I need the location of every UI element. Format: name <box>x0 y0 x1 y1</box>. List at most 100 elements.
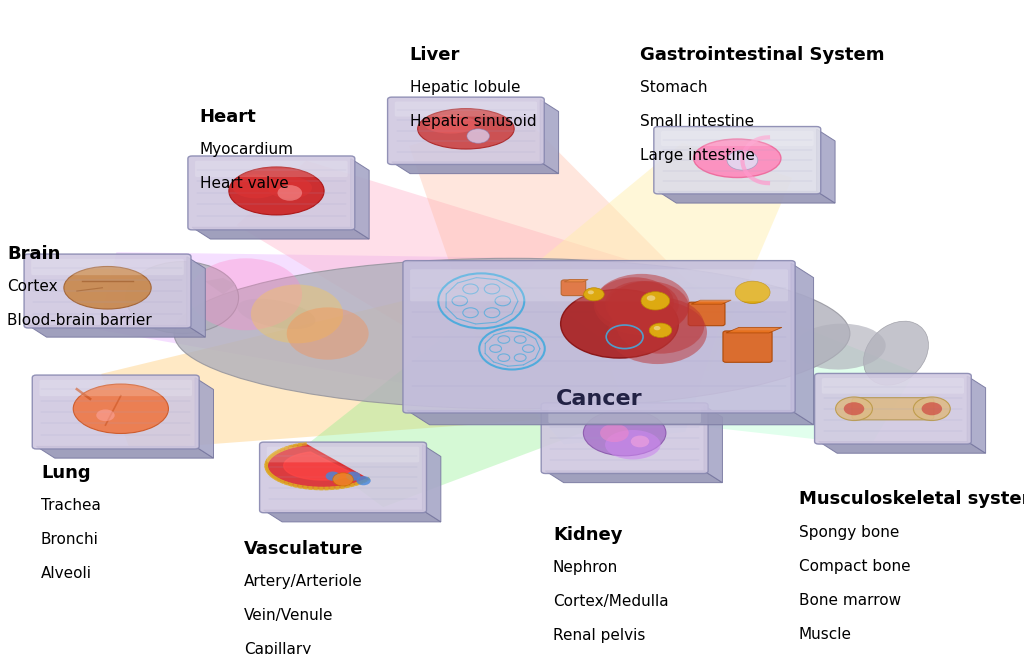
Circle shape <box>649 323 672 337</box>
Polygon shape <box>489 143 793 372</box>
FancyBboxPatch shape <box>688 302 725 326</box>
Circle shape <box>613 321 678 362</box>
Circle shape <box>287 307 369 360</box>
Ellipse shape <box>232 175 280 198</box>
Ellipse shape <box>605 430 660 459</box>
Circle shape <box>584 288 604 301</box>
FancyBboxPatch shape <box>195 161 348 177</box>
Circle shape <box>922 402 942 415</box>
Circle shape <box>356 476 371 485</box>
Polygon shape <box>541 99 559 173</box>
Circle shape <box>844 402 864 415</box>
Text: Large intestine: Large intestine <box>640 148 755 163</box>
Text: Gastrointestinal System: Gastrointestinal System <box>640 46 885 64</box>
Text: Bone marrow: Bone marrow <box>799 593 901 608</box>
FancyBboxPatch shape <box>653 127 821 194</box>
FancyBboxPatch shape <box>821 378 965 394</box>
Polygon shape <box>410 116 713 367</box>
Polygon shape <box>691 300 731 304</box>
FancyBboxPatch shape <box>662 131 813 146</box>
Circle shape <box>556 317 642 371</box>
Text: Stomach: Stomach <box>640 80 708 95</box>
Polygon shape <box>422 445 440 522</box>
Text: Cortex/Medulla: Cortex/Medulla <box>553 594 669 610</box>
Polygon shape <box>545 471 723 483</box>
Circle shape <box>96 409 115 421</box>
Ellipse shape <box>693 139 781 177</box>
Circle shape <box>346 472 360 481</box>
Polygon shape <box>266 444 368 489</box>
Circle shape <box>735 281 770 303</box>
Text: Alveoli: Alveoli <box>41 566 92 581</box>
Circle shape <box>600 424 629 442</box>
Text: Muscle: Muscle <box>799 627 852 642</box>
Text: Renal pelvis: Renal pelvis <box>553 628 645 644</box>
Polygon shape <box>101 260 628 450</box>
Text: Artery/Arteriole: Artery/Arteriole <box>244 574 362 589</box>
Text: Vein/Venule: Vein/Venule <box>244 608 333 623</box>
FancyBboxPatch shape <box>815 373 971 444</box>
Polygon shape <box>478 324 720 445</box>
Circle shape <box>611 284 700 341</box>
Polygon shape <box>705 405 723 483</box>
Circle shape <box>251 284 343 343</box>
Text: Trachea: Trachea <box>41 498 100 513</box>
Circle shape <box>653 326 660 330</box>
Text: Cancer: Cancer <box>556 389 642 409</box>
Text: Heart valve: Heart valve <box>200 176 289 191</box>
Text: Liver: Liver <box>410 46 460 64</box>
Text: Blood-brain barrier: Blood-brain barrier <box>7 313 152 328</box>
FancyBboxPatch shape <box>723 331 772 362</box>
Circle shape <box>333 473 353 486</box>
Text: Hepatic sinusoid: Hepatic sinusoid <box>410 114 537 129</box>
Circle shape <box>641 292 670 310</box>
Ellipse shape <box>238 299 315 329</box>
Polygon shape <box>98 252 616 415</box>
Circle shape <box>189 258 302 330</box>
Text: Lung: Lung <box>41 464 90 483</box>
Polygon shape <box>819 441 985 453</box>
Polygon shape <box>555 264 914 445</box>
Ellipse shape <box>174 258 850 409</box>
Text: Musculoskeletal system: Musculoskeletal system <box>799 490 1024 509</box>
Ellipse shape <box>863 321 929 385</box>
Text: Hepatic lobule: Hepatic lobule <box>410 80 520 95</box>
FancyBboxPatch shape <box>33 375 199 449</box>
Text: Vasculature: Vasculature <box>244 540 364 558</box>
Text: Brain: Brain <box>7 245 60 264</box>
FancyBboxPatch shape <box>188 156 355 230</box>
Circle shape <box>126 262 239 334</box>
FancyBboxPatch shape <box>39 380 193 396</box>
FancyBboxPatch shape <box>852 398 934 420</box>
Ellipse shape <box>560 289 678 358</box>
Polygon shape <box>237 161 669 402</box>
FancyBboxPatch shape <box>549 407 700 423</box>
FancyBboxPatch shape <box>260 442 426 513</box>
Ellipse shape <box>584 410 666 456</box>
Circle shape <box>326 472 340 481</box>
Polygon shape <box>564 279 588 282</box>
Polygon shape <box>195 378 213 458</box>
Ellipse shape <box>63 266 152 309</box>
Ellipse shape <box>229 167 324 215</box>
Circle shape <box>467 129 489 143</box>
Text: Compact bone: Compact bone <box>799 559 910 574</box>
Polygon shape <box>303 277 679 507</box>
FancyBboxPatch shape <box>24 254 190 328</box>
Text: Small intestine: Small intestine <box>640 114 754 129</box>
FancyBboxPatch shape <box>541 403 709 473</box>
Polygon shape <box>407 411 813 425</box>
Circle shape <box>631 436 649 447</box>
Circle shape <box>588 290 594 294</box>
Circle shape <box>278 185 302 201</box>
Text: Cortex: Cortex <box>7 279 57 294</box>
Circle shape <box>727 150 758 170</box>
Circle shape <box>836 397 872 421</box>
FancyBboxPatch shape <box>266 447 420 462</box>
Text: Spongy bone: Spongy bone <box>799 525 899 540</box>
Polygon shape <box>350 159 370 239</box>
Polygon shape <box>726 328 782 333</box>
Polygon shape <box>284 452 354 480</box>
Ellipse shape <box>267 177 312 199</box>
FancyBboxPatch shape <box>395 101 537 116</box>
